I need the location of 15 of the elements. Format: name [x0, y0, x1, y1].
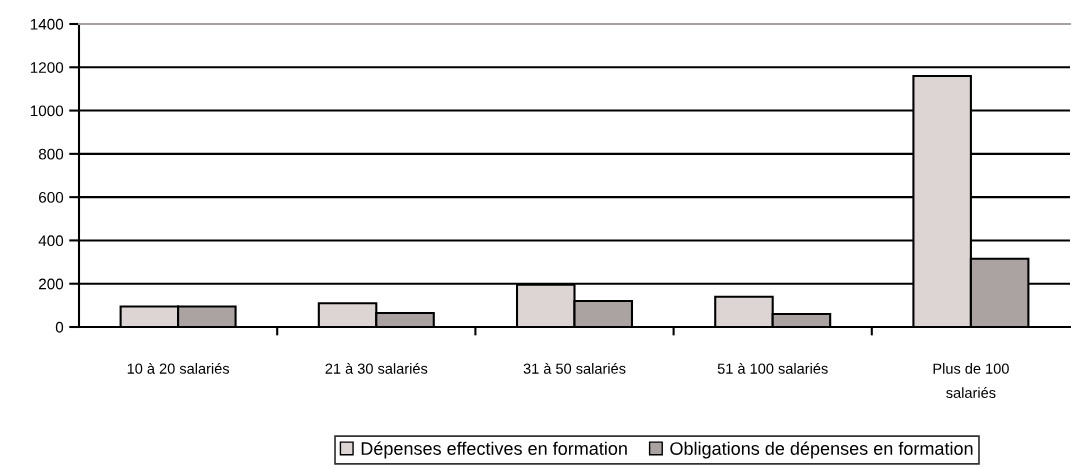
legend-label: Obligations de dépenses en formation	[670, 441, 973, 459]
y-tick-label: 0	[55, 321, 64, 333]
x-tick-label: 51 à 100 salariés	[717, 362, 828, 374]
y-tick-label: 1400	[30, 18, 64, 30]
legend-label: Dépenses effectives en formation	[361, 441, 627, 459]
y-tick-label: 800	[38, 148, 64, 160]
y-tick-label: 1000	[30, 105, 64, 117]
y-tick-label: 200	[39, 278, 64, 290]
x-tick-label: 21 à 30 salariés	[325, 362, 428, 374]
x-tick-label: 10 à 20 salariés	[127, 362, 230, 374]
x-tick-label: 31 à 50 salariés	[523, 362, 626, 374]
y-tick-label: 400	[38, 235, 64, 247]
x-tick-label: Plus de 100 salariés	[933, 363, 1009, 398]
y-tick-label: 1200	[30, 62, 64, 73]
y-tick-label: 600	[39, 192, 64, 203]
